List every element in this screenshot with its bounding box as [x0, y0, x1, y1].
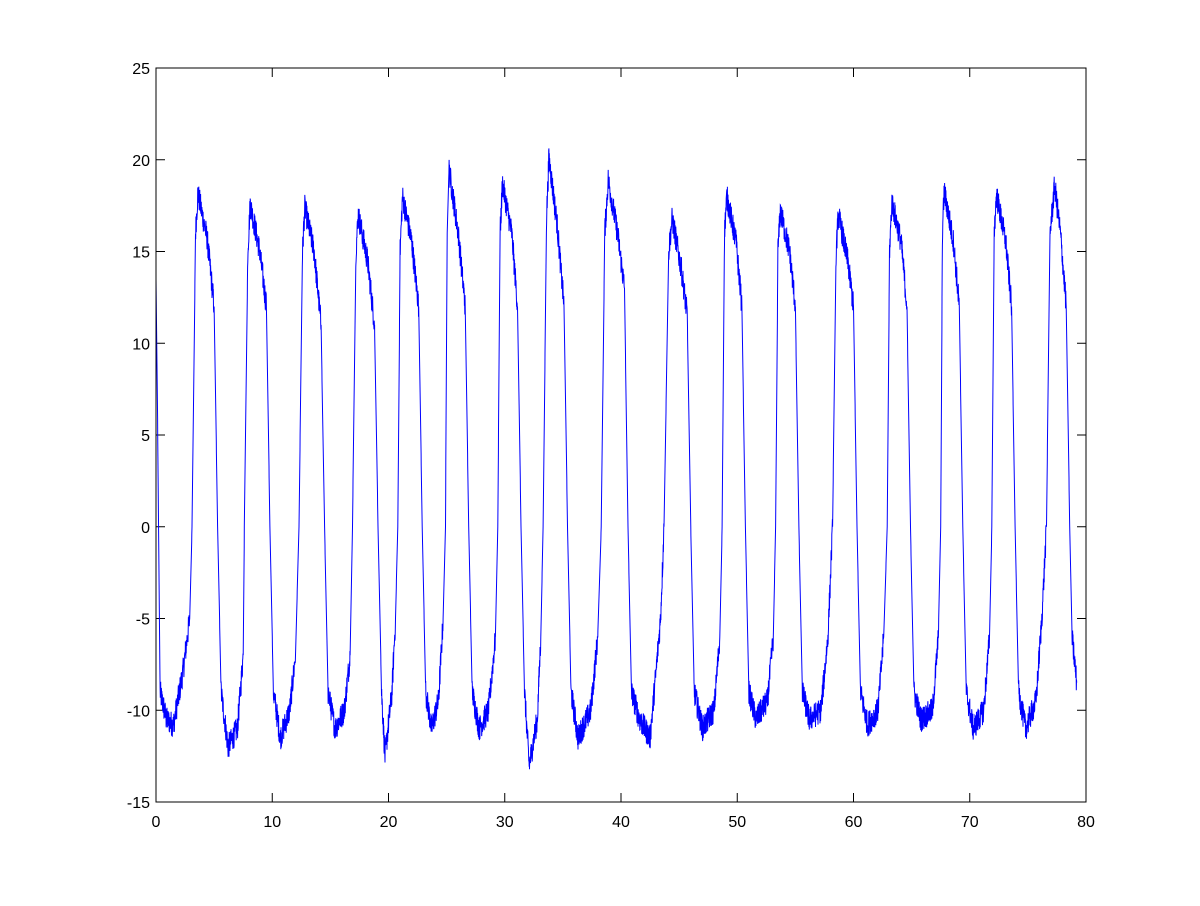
y-tick-label: -10	[127, 703, 150, 720]
y-tick-label: 10	[132, 336, 150, 353]
x-tick-label: 50	[728, 814, 746, 831]
x-tick-label: 20	[380, 814, 398, 831]
series-group	[155, 148, 1078, 770]
y-tick-label: 0	[141, 520, 150, 537]
x-tick-label: 80	[1077, 814, 1095, 831]
axes-box	[155, 67, 1087, 803]
y-tick-label: 20	[132, 153, 150, 170]
x-tick-label: 60	[845, 814, 863, 831]
x-tick-label: 0	[152, 814, 161, 831]
y-tick-label: 15	[132, 245, 150, 262]
x-tick-label: 30	[496, 814, 514, 831]
y-tick-label: -5	[136, 612, 150, 629]
series-line	[155, 148, 1078, 770]
x-tick-label: 70	[961, 814, 979, 831]
x-tick-label: 40	[612, 814, 630, 831]
y-tick-label: -15	[127, 795, 150, 812]
y-tick-label: 25	[132, 61, 150, 78]
x-axis: 0 10 20 30 40 50 60 70 80	[152, 68, 1095, 831]
y-tick-label: 5	[141, 428, 150, 445]
plot-area	[156, 68, 1086, 802]
x-tick-label: 10	[263, 814, 281, 831]
